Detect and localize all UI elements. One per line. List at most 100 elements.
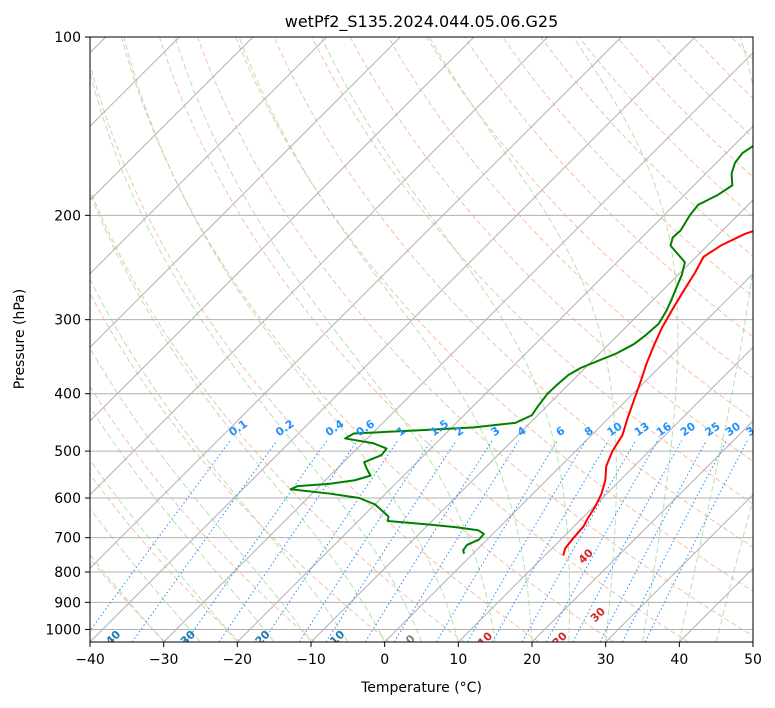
dry-adiabat-line xyxy=(425,37,753,379)
moist-adiabat-line xyxy=(123,37,459,642)
plot-area xyxy=(90,37,753,642)
dry-adiabat-line xyxy=(235,37,753,592)
moist-adiabat-line xyxy=(90,553,165,642)
isotherm-line xyxy=(531,420,753,642)
mixing-ratio-label: 30 xyxy=(723,419,743,439)
mixing-ratio-line xyxy=(262,440,399,642)
isotherm-line xyxy=(90,37,549,496)
mixing-ratio-line xyxy=(599,440,707,642)
mixing-ratio-line xyxy=(298,440,432,642)
x-tick-label: −40 xyxy=(75,652,105,668)
y-tick-label: 700 xyxy=(54,531,81,547)
isotherm-line xyxy=(90,37,328,275)
y-tick-label: 600 xyxy=(54,491,81,507)
dry-adiabat-line xyxy=(540,37,753,257)
moist-adiabat-line xyxy=(320,37,571,642)
isotherm-line xyxy=(236,125,753,642)
dry-adiabat-line xyxy=(692,37,753,99)
dry-adiabat-label: -30 xyxy=(175,628,198,651)
y-tick-label: 300 xyxy=(54,313,81,329)
plot-frame xyxy=(89,36,754,643)
chart-title: wetPf2_S135.2024.044.05.06.G25 xyxy=(285,12,559,32)
isotherm-line xyxy=(90,37,401,349)
dry-adiabat-line xyxy=(159,37,689,642)
x-tick-label: −20 xyxy=(223,652,253,668)
mixing-ratio-label: 0.1 xyxy=(227,417,250,439)
mixing-ratio-label: 0.6 xyxy=(354,417,378,439)
y-tick-label: 800 xyxy=(54,565,81,581)
moist-adiabat-line xyxy=(715,498,753,642)
y-tick-label: 200 xyxy=(54,208,81,224)
dry-adiabat-line xyxy=(578,37,753,218)
moist-adiabat-line xyxy=(90,70,422,642)
isotherm-line xyxy=(90,37,696,642)
mixing-ratio-line xyxy=(435,440,558,642)
x-axis-label: Temperature (°C) xyxy=(360,680,482,696)
y-tick-label: 400 xyxy=(54,387,81,403)
mixing-ratio-line xyxy=(364,440,493,642)
mixing-ratio-label: 3 xyxy=(488,424,502,439)
dry-adiabat-line xyxy=(311,37,753,505)
mixing-ratio-label: 6 xyxy=(554,424,568,439)
dry-adiabat-label: 30 xyxy=(588,605,608,625)
y-tick-label: 900 xyxy=(54,595,81,611)
moist-adiabat-line xyxy=(90,406,275,642)
line-labels-layer: 0.1 0.2 0.4 0.6 1 1.5 2 3 4 6 8 10 13 16 20 25 30 36-40 -3… xyxy=(100,417,764,651)
dry-adiabat-label: 10 xyxy=(475,629,495,649)
mixing-ratio-line xyxy=(90,440,231,632)
isotherm-line xyxy=(90,37,254,201)
mixing-ratio-label: 0.2 xyxy=(273,417,296,439)
dry-adiabat-line xyxy=(90,292,390,642)
isotherm-line xyxy=(90,37,475,422)
dry-adiabat-line xyxy=(90,188,465,642)
isotherm-line xyxy=(90,37,622,570)
y-axis: 1000 900 800 700 600 500 400 300 200 100 xyxy=(45,30,90,638)
temperature-profile-line xyxy=(562,230,753,556)
moist-adiabat-line xyxy=(90,278,349,642)
moist-adiabat-line xyxy=(90,192,386,642)
mixing-ratio-label: 2 xyxy=(452,424,466,439)
x-tick-label: 30 xyxy=(597,652,615,668)
dry-adiabat-line xyxy=(90,62,540,642)
mixing-ratio-line xyxy=(545,440,659,642)
moist-adiabat-line xyxy=(174,37,496,642)
mixing-ratio-label: 20 xyxy=(678,419,698,439)
mixing-ratio-line xyxy=(131,440,278,642)
x-tick-label: 10 xyxy=(449,652,467,668)
mixing-ratio-line xyxy=(325,440,457,642)
mixing-ratio-line xyxy=(644,440,748,642)
isotherm-line xyxy=(678,567,753,642)
isotherm-line xyxy=(605,493,753,642)
isotherm-line xyxy=(457,346,753,642)
dry-adiabat-line xyxy=(273,37,753,548)
dry-adiabat-line xyxy=(90,473,241,642)
x-tick-label: 0 xyxy=(380,652,389,668)
moist-adiabat-line xyxy=(428,37,617,642)
dry-adiabat-line xyxy=(464,37,753,338)
x-axis: −40 −30 −20 −10 0 10 20 30 40 50 xyxy=(75,642,762,668)
x-tick-label: −10 xyxy=(296,652,326,668)
dry-adiabat-line xyxy=(654,37,753,139)
dry-adiabat-label: -10 xyxy=(324,628,347,651)
mixing-ratio-label: 13 xyxy=(632,420,652,439)
mixing-ratio-line xyxy=(218,440,358,642)
isotherm-line xyxy=(384,272,753,642)
y-tick-label: 500 xyxy=(54,444,81,460)
y-axis-label: Pressure (hPa) xyxy=(12,289,28,389)
isotherm-line xyxy=(310,199,753,642)
mixing-ratio-label: 36 xyxy=(744,419,764,439)
dry-adiabat-label: 0 xyxy=(403,632,418,647)
moist-adiabat-line xyxy=(678,37,753,642)
dry-adiabat-line xyxy=(90,385,316,642)
moist-adiabat-line xyxy=(238,37,533,642)
y-tick-label: 100 xyxy=(54,30,81,46)
x-tick-label: 50 xyxy=(744,652,762,668)
dewpoint-profile-line xyxy=(289,144,753,554)
dry-adiabat-label: 40 xyxy=(576,546,596,566)
mixing-ratio-line xyxy=(521,440,637,642)
mixing-ratio-line xyxy=(621,440,728,642)
mixing-ratio-line xyxy=(185,440,328,642)
isotherm-line xyxy=(163,51,753,642)
dry-adiabat-label: -40 xyxy=(100,628,123,651)
